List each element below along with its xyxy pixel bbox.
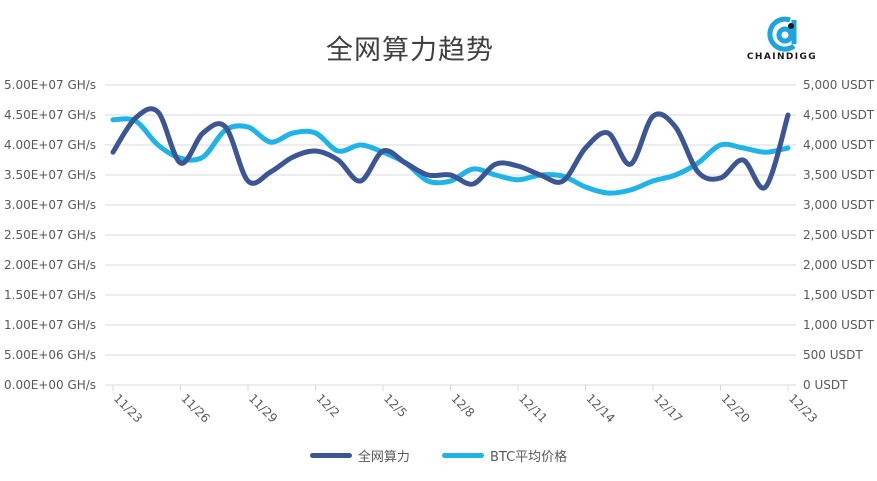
y-left-tick-label: 1.00E+07 GH/s	[4, 318, 96, 332]
x-tick-label: 12/11	[516, 391, 550, 425]
legend-swatch-hashrate	[309, 453, 352, 458]
y-left-tick-label: 5.00E+07 GH/s	[4, 78, 96, 92]
y-right-tick-label: 1,500 USDT	[803, 288, 875, 302]
legend: 全网算力 BTC平均价格	[0, 446, 877, 465]
y-left-tick-label: 0.00E+00 GH/s	[4, 378, 96, 392]
line-chart: 0.00E+00 GH/s 0 USDT 5.00E+06 GH/s 500 USDT…	[4, 78, 875, 426]
y-left-tick-label: 3.00E+07 GH/s	[4, 198, 96, 212]
y-left-tick-label: 2.50E+07 GH/s	[4, 228, 96, 242]
y-right-tick-label: 500 USDT	[803, 348, 863, 362]
y-right-tick-label: 3,500 USDT	[803, 168, 875, 182]
legend-item-price: BTC平均价格	[441, 446, 568, 465]
chart-title: 全网算力趋势	[326, 35, 494, 66]
x-tick-label: 12/23	[786, 391, 820, 425]
chaindigg-logo-icon	[767, 16, 797, 52]
y-left-tick-label: 2.00E+07 GH/s	[4, 258, 96, 272]
x-tick-label: 11/26	[178, 391, 212, 425]
y-left-tick-label: 1.50E+07 GH/s	[4, 288, 96, 302]
legend-label-price: BTC平均价格	[489, 450, 568, 465]
y-right-tick-label: 4,000 USDT	[803, 138, 875, 152]
legend-swatch-price	[441, 453, 484, 458]
series-line-hashrate	[110, 106, 791, 191]
legend-label-hashrate: 全网算力	[357, 450, 410, 465]
y-left-tick-label: 4.00E+07 GH/s	[4, 138, 96, 152]
y-left-tick-label: 4.50E+07 GH/s	[4, 108, 96, 122]
y-right-tick-label: 2,000 USDT	[803, 258, 875, 272]
y-right-tick-label: 3,000 USDT	[803, 198, 875, 212]
logo-text: CHAINDIGG	[746, 52, 818, 62]
x-tick-label: 12/17	[651, 391, 685, 425]
y-right-tick-label: 1,000 USDT	[803, 318, 875, 332]
y-left-tick-label: 5.00E+06 GH/s	[4, 348, 96, 362]
y-left-tick-label: 3.50E+07 GH/s	[4, 168, 96, 182]
x-tick-label: 12/2	[313, 391, 342, 420]
x-tick-label: 12/8	[448, 391, 477, 420]
x-tick-label: 11/23	[111, 391, 145, 425]
legend-item-hashrate: 全网算力	[309, 446, 410, 465]
x-tick-label: 11/29	[246, 391, 280, 425]
x-tick-label: 12/20	[718, 391, 752, 425]
x-tick-label: 12/14	[583, 391, 617, 425]
y-right-tick-label: 2,500 USDT	[803, 228, 875, 242]
y-right-tick-label: 5,000 USDT	[803, 78, 875, 92]
y-right-tick-label: 4,500 USDT	[803, 108, 875, 122]
y-right-tick-label: 0 USDT	[803, 378, 848, 392]
x-tick-label: 12/5	[381, 391, 410, 420]
